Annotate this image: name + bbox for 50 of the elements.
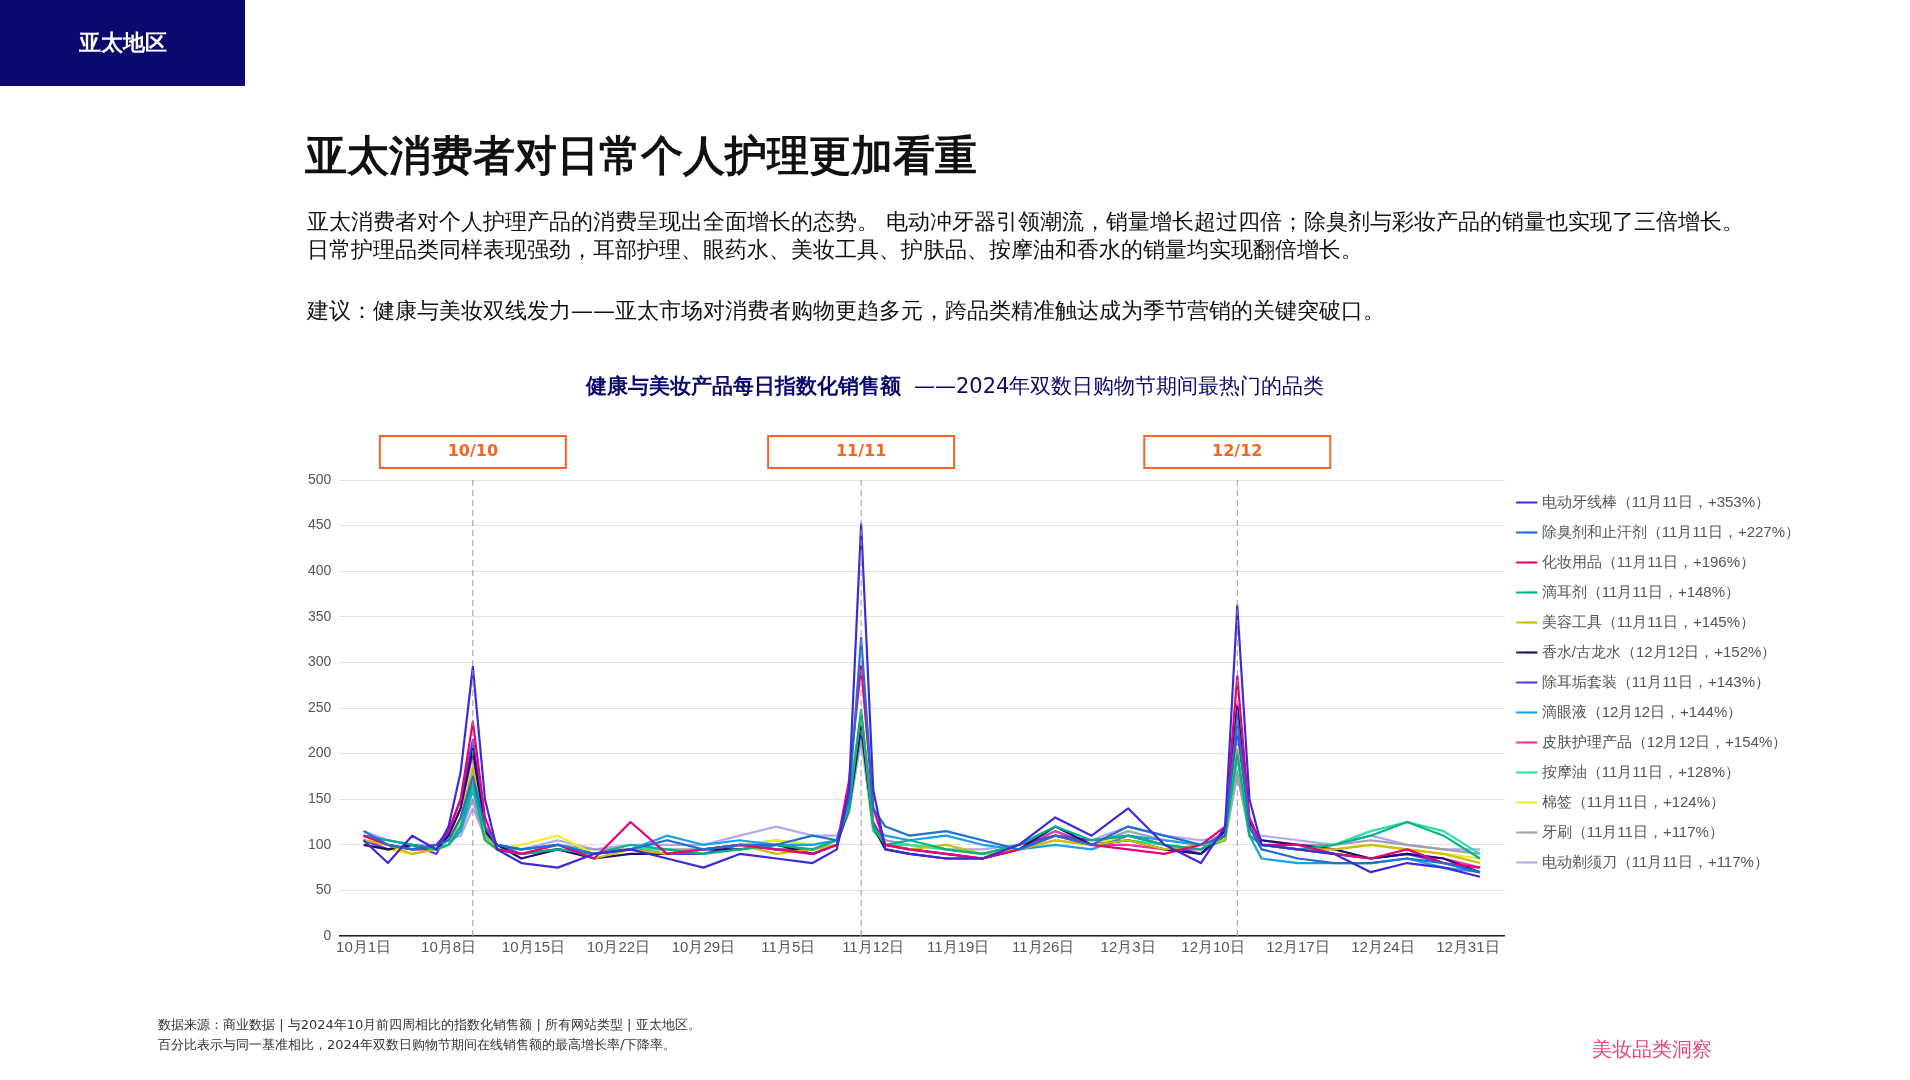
ref-line-label: 11/11 — [835, 441, 887, 461]
ref-line-label: 10/10 — [447, 441, 499, 461]
x-tick-label: 10月8日 — [421, 938, 477, 956]
x-tick-label: 12月10日 — [1181, 938, 1245, 956]
text: 建议：健康与美妆双线发力——亚太市场对消费者购物更趋多元，跨品类精准触达成为季节营销的关键突破口。 — [307, 297, 1386, 325]
legend-label: 棉签（11月11日，+124%） — [1541, 792, 1726, 810]
x-tick-label: 12月24日 — [1351, 938, 1415, 956]
y-tick-label: 250 — [308, 698, 332, 715]
legend-label: 化妆用品（11月11日，+196%） — [1541, 552, 1756, 570]
legend-label: 除臭剂和止汗剂（11月11日，+227%） — [1541, 522, 1801, 540]
x-tick-label: 12月17日 — [1266, 938, 1330, 956]
ref-line-label: 12/12 — [1212, 441, 1263, 461]
x-tick-label: 11月19日 — [927, 938, 990, 956]
y-tick-label: 400 — [308, 562, 332, 579]
y-tick-label: 100 — [308, 835, 332, 852]
legend-label: 除耳垢套装（11月11日，+143%） — [1541, 672, 1771, 690]
x-tick-label: 11月12日 — [842, 938, 905, 956]
chart-title: 健康与美妆产品每日指数化销售额 — [585, 374, 901, 398]
y-tick-label: 450 — [308, 516, 332, 533]
x-tick-label: 10月1日 — [336, 938, 392, 956]
x-tick-label: 10月15日 — [501, 938, 566, 956]
x-tick-label: 10月29日 — [671, 938, 736, 956]
legend-label: 电动剃须刀（11月11日，+117%） — [1541, 852, 1769, 870]
x-tick-label: 11月26日 — [1012, 938, 1075, 956]
y-tick-label: 150 — [308, 790, 332, 807]
y-tick-label: 50 — [315, 881, 332, 898]
legend-label: 皮肤护理产品（12月12日，+154%） — [1541, 732, 1788, 750]
text: 亚太地区 — [0, 0, 245, 86]
text: 美妆品类洞察 — [1592, 1036, 1712, 1063]
legend-label: 按摩油（11月11日，+128%） — [1541, 762, 1741, 780]
y-tick-label: 500 — [308, 470, 332, 487]
y-tick-label: 200 — [308, 744, 332, 761]
legend-label: 滴耳剂（11月11日，+148%） — [1541, 582, 1741, 600]
y-tick-label: 300 — [308, 653, 332, 670]
x-tick-label: 11月5日 — [761, 938, 816, 956]
chart-subtitle: ——2024年双数日购物节期间最热门的品类 — [913, 374, 1325, 398]
x-tick-label: 12月3日 — [1100, 938, 1156, 956]
text: 亚太消费者对日常个人护理更加看重 — [305, 130, 977, 182]
y-tick-label: 350 — [308, 607, 332, 624]
x-tick-label: 12月31日 — [1436, 938, 1500, 956]
x-tick-label: 10月22日 — [586, 938, 651, 956]
legend-label: 美容工具（11月11日，+145%） — [1541, 612, 1756, 630]
legend-label: 电动牙线棒（11月11日，+353%） — [1541, 492, 1771, 510]
legend-label: 牙刷（11月11日，+117%） — [1541, 822, 1724, 840]
legend-label: 滴眼液（12月12日，+144%） — [1541, 702, 1743, 720]
text: 百分比表示与同一基准相比，2024年双数日购物节期间在线销售额的最高增长率/下降率。 — [158, 1036, 677, 1054]
y-tick-label: 0 — [323, 926, 332, 943]
legend-label: 香水/古龙水（12月12日，+152%） — [1541, 642, 1777, 660]
text: 亚太消费者对个人护理产品的消费呈现出全面增长的态势。 电动冲牙器引领潮流，销量增长超过四倍；除臭剂与彩妆产品的销量也实现了三倍增长。日常护理品类同样表现强劲，耳部护理、眼药水、美妆工具、护肤品、按摩油和香水的销量均实现翻倍增长。 — [307, 208, 1745, 264]
source-note: 数据来源：商业数据 | 与2024年10月前四周相比的指数化销售额 | 所有网站类型 | 亚太地区。 — [158, 1016, 701, 1034]
